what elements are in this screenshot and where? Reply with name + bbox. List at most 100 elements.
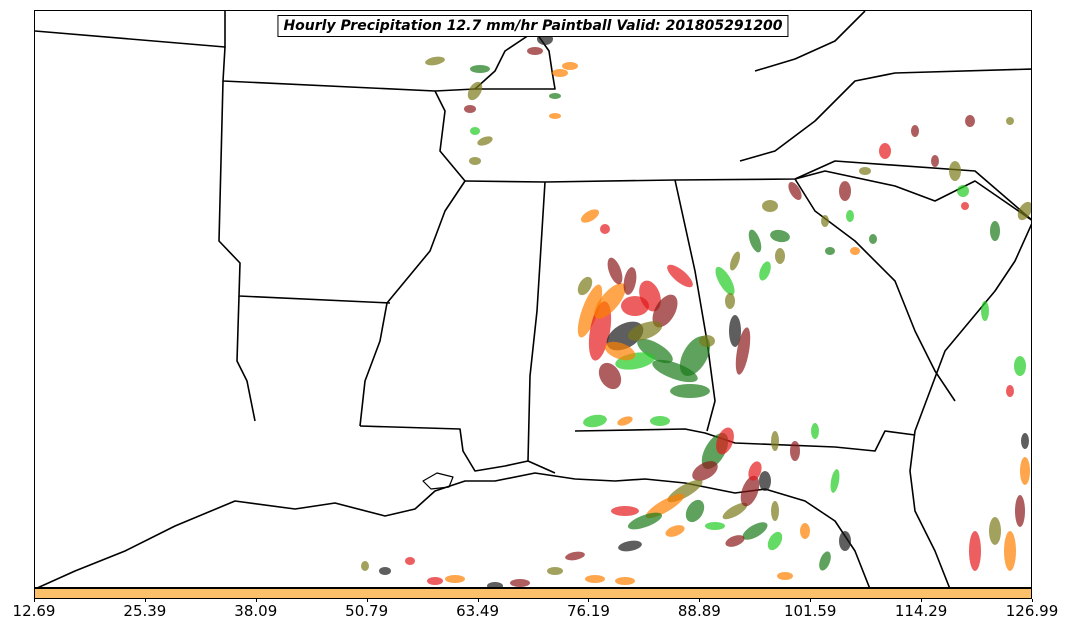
- precip-paintball-blob: [652, 359, 698, 383]
- precip-paintball-blob: [637, 338, 673, 364]
- precip-paintball-blob: [623, 267, 637, 295]
- state-border-ohio: [754, 11, 866, 72]
- colorbar-tick-mark: [810, 599, 812, 602]
- precip-paintball-blob: [361, 561, 369, 571]
- precip-paintball-blob: [911, 125, 919, 137]
- colorbar-tick-label: 50.79: [345, 602, 389, 620]
- precip-paintball-blob: [615, 577, 635, 585]
- state-border-la-ms: [359, 425, 529, 472]
- precip-paintball-blob: [846, 210, 854, 222]
- precip-paintball-blob: [800, 523, 810, 539]
- precip-paintball-blob: [729, 315, 741, 347]
- precip-paintball-blob: [598, 362, 622, 390]
- precip-paintball-blob: [699, 335, 715, 347]
- precip-paintball-blob: [692, 461, 718, 481]
- precip-paintball-blob: [729, 251, 741, 271]
- precip-paintball-blob: [1014, 356, 1026, 376]
- precip-paintball-blob: [565, 551, 585, 561]
- colorbar-tick-label: 76.19: [566, 602, 610, 620]
- precip-paintball-blob: [748, 461, 762, 481]
- precip-paintball-blob: [607, 257, 623, 285]
- state-border-ga-sc: [794, 178, 956, 402]
- precip-paintball-blob: [604, 341, 636, 361]
- state-border-ms-al: [527, 181, 556, 474]
- precip-paintball-blob: [470, 65, 490, 73]
- precip-paintball-blob: [759, 471, 771, 491]
- precip-paintball-blob: [740, 475, 760, 507]
- colorbar-tick-label: 63.49: [456, 602, 500, 620]
- precip-paintball-blob: [777, 572, 793, 580]
- precip-paintball-blob: [510, 579, 530, 587]
- precip-paintball-blob: [990, 221, 1000, 241]
- precip-paintball-blob: [583, 414, 607, 428]
- precipitation-paintball-layer: [361, 33, 1031, 587]
- state-border-ar-mo: [218, 80, 391, 304]
- precip-paintball-blob: [771, 501, 779, 521]
- precip-paintball-blob: [821, 215, 829, 227]
- precip-paintball-blob: [445, 575, 465, 583]
- precip-paintball-blob: [594, 283, 626, 319]
- map-title: Hourly Precipitation 12.7 mm/hr Paintbal…: [277, 15, 789, 37]
- precip-paintball-blob: [969, 531, 981, 571]
- precip-paintball-blob: [771, 431, 779, 451]
- precip-paintball-blob: [1017, 201, 1031, 221]
- colorbar-tick-mark: [34, 599, 35, 602]
- precip-paintball-blob: [585, 575, 605, 583]
- precip-paintball-blob: [748, 229, 762, 253]
- precip-paintball-blob: [652, 294, 678, 328]
- precip-paintball-blob: [549, 93, 561, 99]
- precip-paintball-blob: [427, 577, 443, 585]
- precip-paintball-blob: [405, 557, 415, 565]
- precip-paintball-blob: [549, 113, 561, 119]
- precip-paintball-blob: [1006, 117, 1014, 125]
- state-border-ky-tn: [464, 160, 1031, 221]
- colorbar: [34, 588, 1032, 599]
- precip-paintball-blob: [989, 517, 1001, 545]
- precip-paintball-blob: [627, 512, 663, 530]
- precip-paintball-blob: [859, 167, 871, 175]
- precip-paintball-blob: [580, 209, 600, 223]
- precip-paintball-blob: [1020, 457, 1030, 485]
- precip-paintball-blob: [762, 200, 778, 212]
- precip-paintball-blob: [759, 261, 771, 281]
- precip-paintball-blob: [869, 234, 877, 244]
- precip-paintball-blob: [627, 321, 663, 341]
- precip-paintball-blob: [639, 280, 661, 312]
- precip-paintball-blob: [527, 47, 543, 55]
- precip-paintball-blob: [618, 540, 642, 552]
- precip-paintball-blob: [547, 567, 563, 575]
- colorbar-tick-label: 12.69: [12, 602, 56, 620]
- precip-paintball-blob: [617, 416, 633, 426]
- state-border-nc-sc: [794, 170, 1031, 221]
- precip-paintball-blob: [611, 506, 639, 516]
- precip-paintball-blob: [725, 535, 745, 547]
- precip-paintball-blob: [811, 423, 819, 439]
- precip-paintball-blob: [577, 276, 593, 296]
- state-border-north: [35, 11, 226, 48]
- precip-paintball-blob: [1015, 495, 1025, 527]
- precip-paintball-blob: [600, 224, 610, 234]
- state-border-tn-nc: [739, 68, 1031, 162]
- precip-paintball-blob: [705, 522, 725, 530]
- state-border-ms-west: [359, 180, 466, 427]
- precip-paintball-blob: [790, 441, 800, 461]
- gulf-coastline: [37, 472, 871, 587]
- colorbar-tick-mark: [366, 599, 368, 602]
- map-panel: Hourly Precipitation 12.7 mm/hr Paintbal…: [34, 10, 1032, 588]
- state-border-ky-west: [434, 90, 466, 182]
- precip-paintball-blob: [735, 327, 751, 375]
- precip-paintball-blob: [1006, 385, 1014, 397]
- precip-paintball-blob: [1004, 531, 1016, 571]
- colorbar-tick-mark: [477, 599, 479, 602]
- precip-paintball-blob: [957, 185, 969, 197]
- precip-paintball-blob: [645, 493, 685, 519]
- colorbar-tick-mark: [699, 599, 701, 602]
- precip-paintball-blob: [562, 62, 578, 70]
- precip-paintball-blob: [931, 155, 939, 167]
- colorbar-tick-mark: [921, 599, 923, 602]
- map-canvas: [35, 11, 1031, 587]
- precip-paintball-blob: [716, 427, 734, 455]
- precip-paintball-blob: [742, 522, 768, 540]
- precip-paintball-blob: [467, 81, 483, 101]
- colorbar-tick-label: 38.09: [234, 602, 278, 620]
